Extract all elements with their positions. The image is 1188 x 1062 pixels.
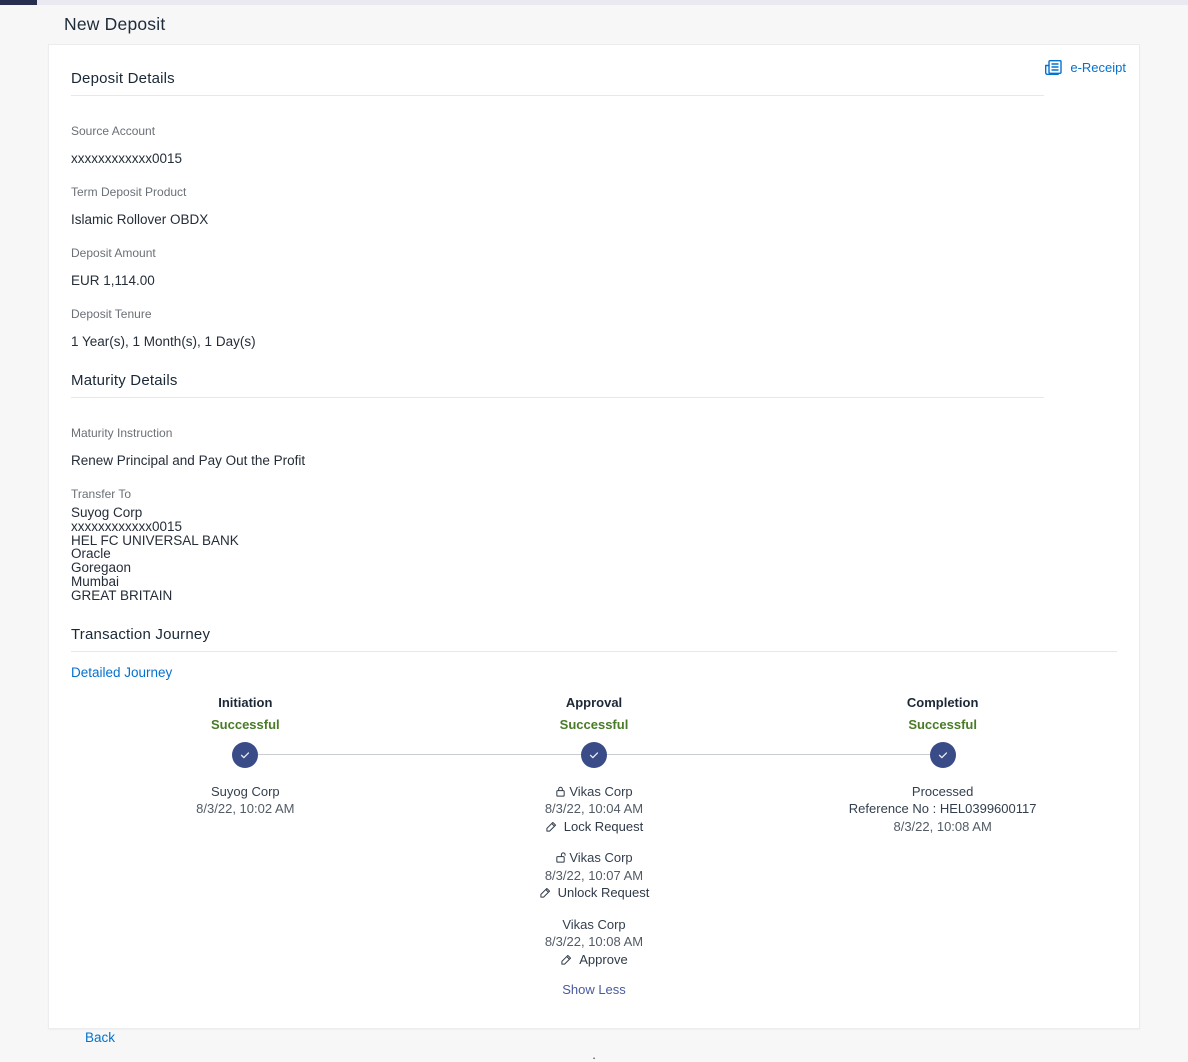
success-check-icon — [232, 741, 259, 768]
pencil-icon — [560, 953, 573, 966]
success-check-icon — [580, 741, 607, 768]
field-label: Maturity Instruction — [71, 426, 173, 440]
transaction-journey-heading: Transaction Journey — [71, 625, 211, 643]
pencil-icon — [545, 820, 558, 833]
entry-timestamp: 8/3/22, 10:07 AM — [544, 867, 644, 883]
entry-timestamp: 8/3/22, 10:08 AM — [544, 934, 644, 950]
field-value: 1 Year(s), 1 Month(s), 1 Day(s) — [71, 334, 256, 349]
deposit-confirmation-card: e-Receipt Deposit Details Source Account… — [48, 44, 1140, 1062]
field-label: Source Account — [71, 124, 156, 138]
field-deposit-amount: Deposit Amount EUR 1,114.00 — [71, 246, 1117, 289]
field-label: Term Deposit Product — [71, 185, 187, 199]
transfer-to-line: Mumbai — [71, 573, 120, 589]
field-label: Deposit Tenure — [71, 307, 152, 321]
stage-status: Successful — [211, 716, 280, 732]
journey-entry: Vikas Corp 8/3/22, 10:07 AM Unlock Reque… — [420, 849, 769, 902]
transfer-to-line: xxxxxxxxxxxx0015 — [71, 518, 183, 534]
show-less-link[interactable]: Show Less — [562, 982, 626, 998]
stage-name: Completion — [906, 694, 979, 710]
field-value: xxxxxxxxxxxx0015 — [71, 151, 183, 166]
back-link[interactable]: Back — [85, 1030, 116, 1046]
page-title: New Deposit — [64, 14, 166, 34]
top-left-dark-segment — [0, 0, 37, 5]
pencil-icon — [539, 886, 552, 899]
entry-party: Vikas Corp — [569, 783, 633, 799]
field-term-deposit-product: Term Deposit Product Islamic Rollover OB… — [71, 185, 1117, 228]
transfer-to-address: Suyog Corp xxxxxxxxxxxx0015 HEL FC UNIVE… — [71, 506, 1117, 603]
journey-entry: Processed Reference No : HEL0399600117 8… — [768, 783, 1117, 836]
transaction-journey-timeline: Initiation Successful Suyog Corp 8/3/22,… — [71, 695, 1117, 998]
receipt-icon — [1043, 59, 1063, 76]
transfer-to-line: Goregaon — [71, 560, 132, 576]
footer-dot: . — [592, 1047, 596, 1062]
entry-party: Vikas Corp — [562, 916, 626, 932]
entry-action: Unlock Request — [557, 885, 650, 901]
entry-party: Suyog Corp — [211, 783, 280, 799]
transfer-to-line: Oracle — [71, 546, 111, 562]
field-deposit-tenure: Deposit Tenure 1 Year(s), 1 Month(s), 1 … — [71, 307, 1117, 350]
entry-result: Processed — [911, 783, 974, 799]
journey-entry: Vikas Corp 8/3/22, 10:08 AM Approve — [420, 916, 769, 969]
stage-name: Initiation — [218, 694, 273, 710]
entry-timestamp: 8/3/22, 10:02 AM — [196, 801, 295, 817]
entry-party: Vikas Corp — [569, 850, 633, 866]
section-divider — [71, 397, 1044, 398]
transfer-to-line: Suyog Corp — [71, 505, 143, 520]
transfer-to-line: GREAT BRITAIN — [71, 587, 173, 603]
entry-action: Lock Request — [563, 818, 644, 834]
entry-action: Approve — [579, 951, 628, 967]
entry-timestamp: 8/3/22, 10:04 AM — [544, 801, 644, 817]
field-value: Renew Principal and Pay Out the Profit — [71, 453, 306, 468]
journey-stage-completion: Completion Successful Processed Referenc… — [768, 695, 1117, 998]
top-edge-strip — [0, 0, 1188, 5]
field-transfer-to: Transfer To Suyog Corp xxxxxxxxxxxx0015 … — [71, 487, 1117, 603]
e-receipt-label: e-Receipt — [1070, 60, 1126, 75]
detailed-journey-link[interactable]: Detailed Journey — [71, 664, 173, 680]
field-maturity-instruction: Maturity Instruction Renew Principal and… — [71, 426, 1117, 469]
maturity-details-heading: Maturity Details — [71, 372, 178, 389]
journey-stage-initiation: Initiation Successful Suyog Corp 8/3/22,… — [71, 695, 420, 998]
stage-name: Approval — [565, 694, 623, 710]
journey-stage-approval: Approval Successful — [420, 694, 769, 998]
entry-timestamp: 8/3/22, 10:08 AM — [893, 818, 992, 834]
field-value: EUR 1,114.00 — [71, 273, 155, 288]
stage-status: Successful — [559, 716, 629, 732]
section-divider — [71, 650, 1117, 652]
lock-icon — [555, 785, 566, 798]
deposit-details-heading: Deposit Details — [71, 70, 175, 87]
transfer-to-line: HEL FC UNIVERSAL BANK — [71, 532, 239, 548]
success-check-icon — [929, 741, 956, 768]
stage-status: Successful — [908, 716, 977, 732]
unlock-icon — [555, 851, 566, 864]
journey-entry: Suyog Corp 8/3/22, 10:02 AM — [71, 783, 420, 818]
field-value: Islamic Rollover OBDX — [71, 212, 209, 227]
field-label: Transfer To — [71, 487, 132, 501]
journey-entry: Vikas Corp 8/3/22, 10:04 AM Lock Request — [420, 783, 769, 836]
field-source-account: Source Account xxxxxxxxxxxx0015 — [71, 124, 1117, 167]
entry-reference: Reference No : HEL0399600117 — [848, 801, 1037, 817]
e-receipt-link[interactable]: e-Receipt — [1043, 59, 1126, 76]
field-label: Deposit Amount — [71, 246, 156, 260]
section-divider — [71, 95, 1044, 96]
